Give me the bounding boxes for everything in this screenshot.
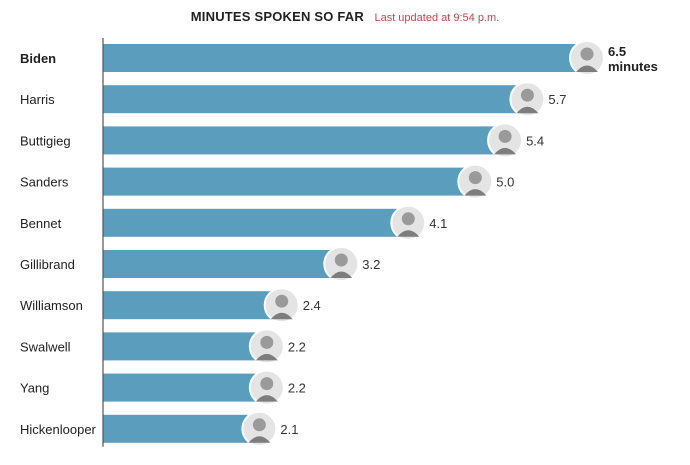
chart-subtitle: Last updated at 9:54 p.m. xyxy=(374,12,500,24)
category-label-yang: Yang xyxy=(20,381,49,396)
avatar-buttigieg xyxy=(487,122,524,159)
category-label-bennet: Bennet xyxy=(20,216,62,231)
value-label-sanders: 5.0 xyxy=(496,175,514,190)
value-label-bennet: 4.1 xyxy=(429,216,447,231)
bar-hickenlooper xyxy=(103,414,260,443)
value-label-gillibrand: 3.2 xyxy=(362,257,380,272)
value-label-hickenlooper: 2.1 xyxy=(280,422,298,437)
avatar-gillibrand xyxy=(323,246,360,282)
value-label-harris: 5.7 xyxy=(548,92,566,107)
value-label-yang: 2.2 xyxy=(288,381,306,396)
avatar-hickenlooper xyxy=(241,410,278,447)
category-label-sanders: Sanders xyxy=(20,175,69,190)
category-label-swalwell: Swalwell xyxy=(20,339,71,354)
bars-group xyxy=(103,44,587,443)
category-label-harris: Harris xyxy=(20,92,55,107)
avatar-sanders xyxy=(457,163,494,200)
avatar-biden xyxy=(569,40,605,76)
chart-header: MINUTES SPOKEN SO FAR Last updated at 9:… xyxy=(0,8,690,26)
value-label-buttigieg: 5.4 xyxy=(526,133,544,148)
chart-title: MINUTES SPOKEN SO FAR xyxy=(190,9,364,24)
avatar-williamson xyxy=(263,287,300,324)
category-label-hickenlooper: Hickenlooper xyxy=(20,422,97,437)
bar-harris xyxy=(103,85,528,114)
bar-yang xyxy=(103,373,267,402)
bar-biden xyxy=(103,44,587,72)
bar-bennet xyxy=(103,208,409,237)
bar-buttigieg xyxy=(103,126,506,155)
value-label-biden: 6.5 xyxy=(608,44,626,59)
category-label-williamson: Williamson xyxy=(20,298,83,313)
bar-williamson xyxy=(103,291,282,320)
category-label-biden: Biden xyxy=(20,51,56,66)
avatar-swalwell xyxy=(248,328,285,365)
avatar-yang xyxy=(248,369,285,406)
value-unit-label: minutes xyxy=(608,59,658,74)
bar-swalwell xyxy=(103,332,267,361)
avatars-group xyxy=(241,40,605,447)
category-label-gillibrand: Gillibrand xyxy=(20,257,75,272)
avatar-bennet xyxy=(390,204,427,241)
category-label-buttigieg: Buttigieg xyxy=(20,133,71,148)
value-label-williamson: 2.4 xyxy=(303,298,321,313)
bar-sanders xyxy=(103,167,476,196)
bar-gillibrand xyxy=(103,250,342,278)
avatar-harris xyxy=(509,81,546,118)
value-label-swalwell: 2.2 xyxy=(288,339,306,354)
